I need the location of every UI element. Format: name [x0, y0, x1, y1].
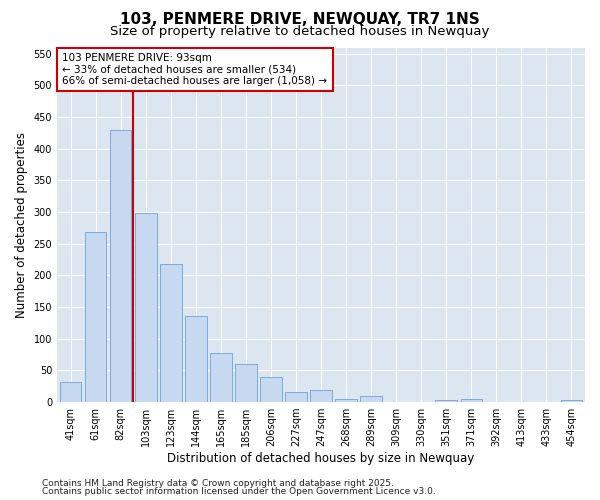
- Bar: [560, 400, 582, 402]
- Bar: [60, 382, 82, 402]
- Bar: [160, 264, 182, 402]
- Bar: [286, 392, 307, 402]
- Bar: [110, 130, 131, 402]
- Bar: [85, 232, 106, 402]
- Bar: [260, 377, 281, 402]
- Bar: [335, 399, 356, 402]
- Text: 103 PENMERE DRIVE: 93sqm
← 33% of detached houses are smaller (534)
66% of semi-: 103 PENMERE DRIVE: 93sqm ← 33% of detach…: [62, 53, 328, 86]
- Bar: [461, 399, 482, 402]
- Bar: [436, 400, 457, 402]
- Text: 103, PENMERE DRIVE, NEWQUAY, TR7 1NS: 103, PENMERE DRIVE, NEWQUAY, TR7 1NS: [120, 12, 480, 28]
- Y-axis label: Number of detached properties: Number of detached properties: [15, 132, 28, 318]
- Text: Size of property relative to detached houses in Newquay: Size of property relative to detached ho…: [110, 25, 490, 38]
- Text: Contains HM Land Registry data © Crown copyright and database right 2025.: Contains HM Land Registry data © Crown c…: [42, 478, 394, 488]
- Bar: [135, 214, 157, 402]
- Bar: [210, 354, 232, 402]
- Bar: [310, 390, 332, 402]
- Text: Contains public sector information licensed under the Open Government Licence v3: Contains public sector information licen…: [42, 487, 436, 496]
- Bar: [361, 396, 382, 402]
- Bar: [235, 364, 257, 402]
- X-axis label: Distribution of detached houses by size in Newquay: Distribution of detached houses by size …: [167, 452, 475, 465]
- Bar: [185, 316, 206, 402]
